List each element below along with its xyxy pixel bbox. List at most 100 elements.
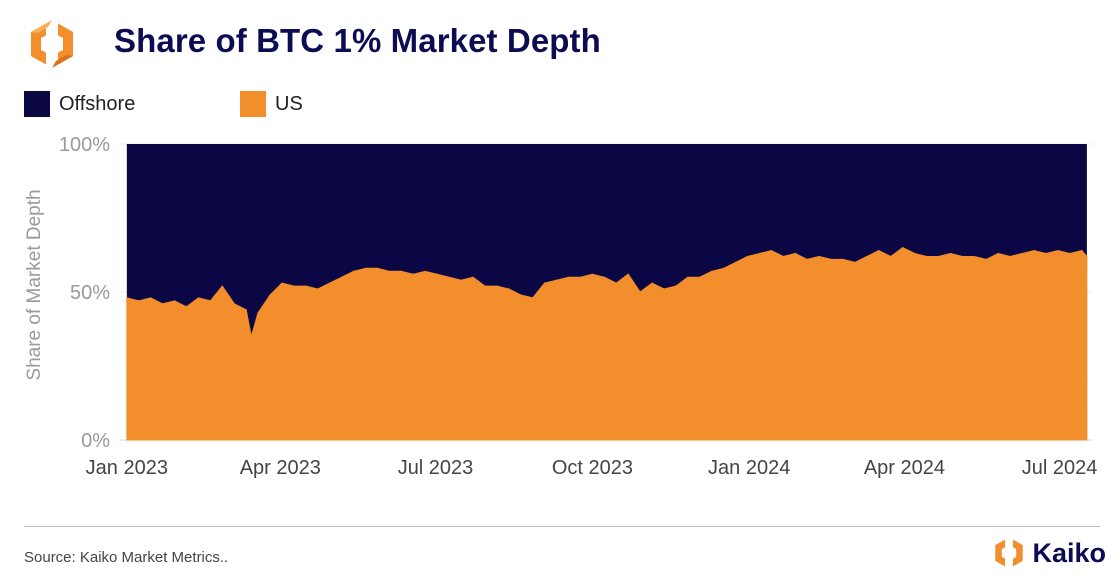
data-point-us <box>484 285 486 287</box>
data-point-us <box>639 291 641 293</box>
data-point-us <box>400 270 402 272</box>
data-point-us <box>615 282 617 284</box>
data-point-us <box>496 285 498 287</box>
data-point-us <box>436 273 438 275</box>
data-point-us <box>197 297 199 299</box>
data-point-us <box>926 255 928 258</box>
data-point-us <box>269 294 271 296</box>
data-point-us <box>603 276 605 278</box>
data-point-us <box>341 276 343 278</box>
data-point-us <box>1021 252 1023 255</box>
data-point-us <box>221 285 223 287</box>
data-point-us <box>878 250 880 252</box>
x-tick-label: Jan 2024 <box>708 457 790 479</box>
legend-item-offshore: Offshore <box>24 91 135 117</box>
data-point-us <box>997 252 999 255</box>
legend-item-us: US <box>240 91 303 117</box>
footer-divider <box>24 526 1100 527</box>
brand-mark: Kaiko <box>992 536 1106 570</box>
data-point-us <box>555 279 558 281</box>
x-tick-label: Jul 2023 <box>398 457 474 479</box>
data-point-us <box>902 247 904 249</box>
data-point-us <box>794 252 796 255</box>
data-point-us <box>961 255 964 258</box>
data-point-us <box>675 285 677 287</box>
data-point-us <box>388 270 390 272</box>
data-point-us <box>758 252 761 255</box>
data-point-us <box>162 303 164 305</box>
data-point-us <box>257 312 259 314</box>
data-point-us <box>532 297 534 299</box>
data-point-us <box>591 273 594 275</box>
data-point-us <box>949 252 952 255</box>
data-point-us <box>365 267 367 269</box>
data-point-us <box>185 306 188 308</box>
data-point-us <box>818 255 820 258</box>
data-point-us <box>412 273 414 275</box>
kaiko-logo-icon <box>31 18 73 70</box>
kaiko-brand-icon <box>995 536 1024 570</box>
brand-name: Kaiko <box>1032 537 1106 568</box>
data-point-us <box>293 285 295 287</box>
y-axis-title: Share of Market Depth <box>24 189 45 381</box>
y-tick-label: 50% <box>70 282 110 304</box>
chart-plot-area: 0% 50% 100% Jan 2023 Apr 2023 Jul 2023 Oct 202… <box>59 134 1098 479</box>
data-point-us <box>1045 252 1047 255</box>
x-tick-label: Apr 2023 <box>240 457 321 479</box>
data-point-us <box>1081 250 1083 252</box>
data-point-us <box>746 255 749 258</box>
data-point-us <box>914 252 916 255</box>
data-point-us <box>985 258 987 260</box>
data-point-us <box>890 255 892 258</box>
data-point-us <box>806 258 808 260</box>
data-point-us <box>687 276 689 278</box>
data-point-us <box>138 300 140 302</box>
x-tick-label: Jul 2024 <box>1022 457 1098 479</box>
data-point-us <box>937 255 940 258</box>
data-point-us <box>233 303 235 305</box>
data-point-us <box>424 270 426 272</box>
data-point-us <box>866 255 868 258</box>
source-note: Source: Kaiko Market Metrics.. <box>24 549 229 566</box>
data-point-us <box>770 250 773 252</box>
data-point-us <box>520 294 522 296</box>
legend-swatch-offshore <box>24 91 50 117</box>
chart-title: Share of BTC 1% Market Depth <box>114 22 601 59</box>
data-point-us <box>973 255 975 258</box>
data-point-us <box>579 276 582 278</box>
data-point-us <box>1069 252 1071 255</box>
x-tick-label: Apr 2024 <box>864 457 945 479</box>
y-tick-label: 0% <box>81 430 110 452</box>
data-point-us <box>508 288 510 290</box>
series-us-area <box>126 247 1088 441</box>
data-point-us <box>305 285 307 287</box>
data-point-us <box>317 288 319 290</box>
data-point-us <box>126 297 128 299</box>
x-tick-label: Jan 2023 <box>86 457 168 479</box>
data-point-us <box>376 267 379 269</box>
data-point-us <box>723 267 725 269</box>
data-point-us <box>472 276 474 278</box>
data-point-us <box>329 282 331 284</box>
data-point-us <box>830 258 832 260</box>
data-point-us <box>250 335 252 337</box>
legend-swatch-us <box>240 91 266 117</box>
data-point-us <box>782 255 784 258</box>
data-point-us <box>567 276 570 278</box>
data-point-us <box>651 282 653 284</box>
data-point-us <box>1009 255 1011 258</box>
data-point-us <box>711 270 713 272</box>
data-point-us <box>460 279 462 281</box>
data-point-us <box>663 288 665 290</box>
legend-label-us: US <box>275 92 303 115</box>
data-point-us <box>150 297 152 299</box>
data-point-us <box>544 282 546 284</box>
data-point-us <box>854 261 856 263</box>
data-point-us <box>209 300 211 302</box>
data-point-us <box>735 261 737 263</box>
data-point-us <box>842 258 844 260</box>
data-point-us <box>1057 250 1059 252</box>
data-point-us <box>1033 250 1035 252</box>
data-point-us <box>448 276 450 278</box>
data-point-us <box>245 309 247 311</box>
